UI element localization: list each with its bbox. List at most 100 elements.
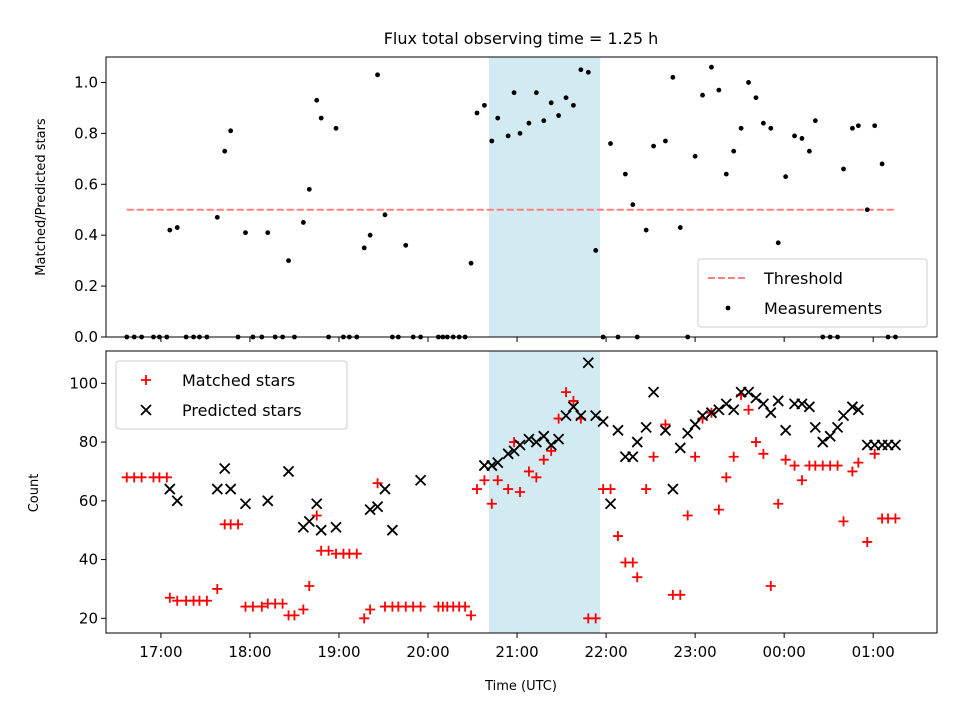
data-point [486,498,497,509]
data-point [167,227,173,233]
data-point [460,601,471,612]
data-point [161,472,172,483]
data-point [750,392,762,404]
x-tick-label: 22:00 [584,643,627,661]
data-point [640,421,652,434]
legend-label: Matched stars [182,371,295,390]
data-point [716,87,722,93]
data-point [675,589,686,600]
legend-box [697,258,928,328]
x-tick-label: 21:00 [495,643,538,661]
data-point [495,115,501,121]
data-point [723,171,729,177]
x-tick-label: 01:00 [852,643,895,661]
data-point [538,430,550,442]
data-point [552,433,565,445]
data-point [561,387,572,398]
data-point [219,462,231,475]
data-point [492,475,503,486]
data-point [323,545,334,556]
data-point [556,113,561,118]
data-point [515,487,526,497]
data-point [286,258,291,264]
legend-label: Threshold [763,269,843,288]
data-point [375,72,380,78]
x-tick-label: 23:00 [674,643,717,661]
data-point [817,436,829,448]
data-point [758,448,769,459]
data-point [743,404,754,415]
data-point [674,442,686,454]
y-tick-label: 0.2 [74,277,98,295]
data-point [757,398,770,410]
y-tick-label: 1.0 [74,73,98,91]
data-point [233,519,244,530]
data-point [622,171,628,177]
data-point [359,613,370,624]
data-point [731,148,737,154]
data-point [831,421,844,434]
data-point [593,248,599,253]
data-point [371,501,384,513]
data-point [689,418,701,431]
data-point [605,484,616,495]
data-point [631,436,643,448]
data-point [214,214,220,220]
data-point [713,504,724,515]
data-point [505,133,511,139]
data-point [372,478,383,489]
data-point [379,483,391,495]
data-point [479,475,490,486]
data-point [414,474,427,486]
data-point [333,125,339,131]
data-point [531,472,542,483]
data-point [832,460,843,471]
data-point [365,604,376,615]
data-point [750,437,761,448]
data-point [670,74,676,80]
data-point [568,395,579,406]
data-point [738,125,744,131]
data-point [746,80,751,85]
data-point [585,69,591,75]
data-point [768,125,774,131]
data-point [548,100,554,106]
data-point [533,90,539,96]
data-point [502,448,514,460]
data-point [796,475,807,486]
data-point [172,595,183,606]
data-point [289,610,300,621]
data-point [136,472,147,483]
data-point [753,95,759,101]
data-point [846,401,859,413]
y-tick-label: 0.6 [74,175,98,193]
data-point [663,138,668,144]
data-point [728,404,740,416]
data-point [530,436,542,448]
data-point [211,483,223,495]
data-point [590,409,602,422]
x-tick-label: 17:00 [139,643,182,661]
data-point [772,395,784,407]
data-point [852,404,864,416]
data-point [164,592,175,603]
data-point [677,225,683,230]
legend: Matched stars Predicted stars [115,360,348,430]
data-point [780,454,791,465]
data-point [526,120,532,126]
x-tick-label: 20:00 [406,643,449,661]
y-tick-label: 20 [79,609,98,627]
data-point [760,120,766,126]
data-point [850,125,855,131]
data-point [262,495,274,507]
data-point [799,136,805,141]
legend-key [140,404,152,416]
top-panel: 0.0 0.2 0.4 0.6 0.8 1.0 Threshold Measurements [74,56,938,346]
legend-key [725,305,731,311]
data-point [853,457,864,468]
data-point [222,148,228,154]
x-tick-label: 19:00 [317,643,360,661]
data-point [837,409,850,422]
data-point [709,64,714,70]
